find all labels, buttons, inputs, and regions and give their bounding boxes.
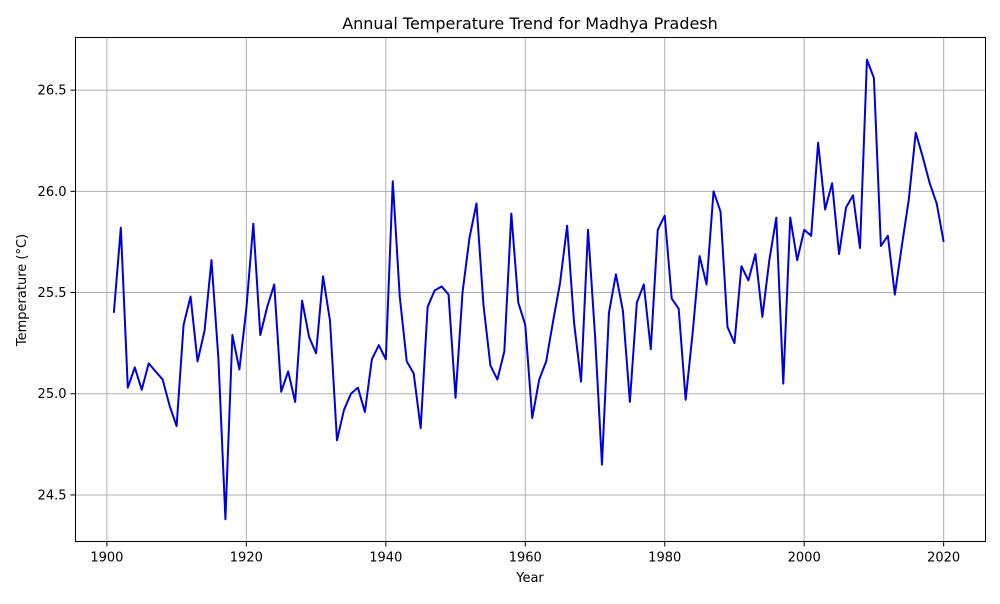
x-axis-label: Year xyxy=(515,571,544,586)
x-tick-label: 1960 xyxy=(509,551,542,566)
y-tick-label: 26.0 xyxy=(38,185,67,200)
x-tick-label: 1920 xyxy=(230,551,263,566)
y-tick-label: 24.5 xyxy=(38,488,67,503)
y-axis-ticks: 24.5 25.0 25.5 26.0 26.5 xyxy=(38,84,76,503)
x-tick-label: 1900 xyxy=(90,551,123,566)
y-axis-label: Temperature (°C) xyxy=(15,234,30,347)
y-tick-label: 25.0 xyxy=(38,387,67,402)
x-axis-ticks: 1900 1920 1940 1960 1980 2000 2020 xyxy=(90,541,960,566)
y-tick-label: 26.5 xyxy=(38,84,67,99)
temperature-series-line xyxy=(112,58,945,521)
x-tick-label: 2020 xyxy=(927,551,960,566)
grid xyxy=(75,37,986,542)
x-tick-label: 2000 xyxy=(788,551,821,566)
plot-area-frame xyxy=(75,37,986,542)
x-tick-label: 1940 xyxy=(369,551,402,566)
x-tick-label: 1980 xyxy=(648,551,681,566)
chart-title: Annual Temperature Trend for Madhya Prad… xyxy=(342,14,718,33)
y-tick-label: 25.5 xyxy=(38,286,67,301)
